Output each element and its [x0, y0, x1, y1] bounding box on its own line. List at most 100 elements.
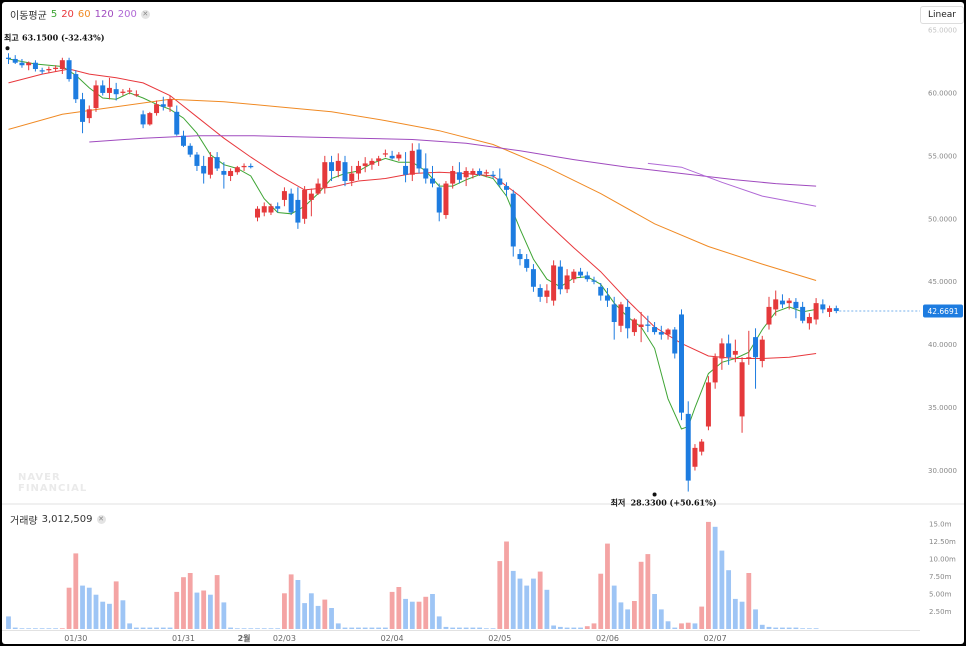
candle-body [93, 85, 99, 109]
candle-body [100, 85, 106, 93]
candle [133, 90, 139, 97]
volume-bar [389, 591, 395, 629]
candle-body [308, 193, 314, 200]
candle [362, 157, 368, 173]
volume-bar [665, 621, 671, 629]
volume-bar [133, 627, 139, 629]
candle-body [268, 206, 274, 213]
volume-bar [113, 581, 119, 629]
volume-bar [598, 573, 604, 629]
candle [463, 167, 469, 187]
volume-bar [261, 628, 267, 629]
candle [201, 155, 207, 184]
candle-body [436, 187, 442, 213]
volume-bar [773, 627, 779, 629]
candle [517, 249, 523, 266]
candle-body [443, 183, 449, 216]
volume-bar [584, 626, 590, 629]
volume-bar [275, 628, 281, 629]
x-tick-label: 02/04 [381, 634, 404, 643]
ma-200-label[interactable]: 200 [117, 9, 137, 20]
candle-body [19, 62, 25, 66]
candle [692, 444, 698, 471]
candle [382, 149, 388, 158]
volume-bar [443, 626, 449, 629]
candle [228, 168, 234, 182]
high-marker [5, 46, 10, 51]
candle-body [766, 306, 772, 325]
volume-bar [295, 580, 301, 629]
candle [120, 89, 126, 96]
candle [106, 77, 112, 100]
candle [456, 162, 462, 184]
candle [207, 152, 213, 179]
volume-bar [544, 589, 550, 629]
candle-body [160, 104, 166, 107]
volume-bar [430, 594, 435, 629]
candle-body [813, 303, 819, 320]
x-tick-label: 02/06 [596, 634, 619, 643]
candle-body [302, 189, 308, 219]
candle-body [685, 413, 691, 481]
volume-bar [685, 622, 691, 629]
candle [80, 92, 86, 134]
ma-5-label[interactable]: 5 [50, 9, 58, 20]
candle [342, 155, 348, 187]
volume-bar [194, 592, 200, 629]
candle [591, 276, 597, 285]
ma-60-line [8, 98, 817, 281]
candle [638, 311, 644, 343]
candle-body [564, 275, 570, 290]
volume-bar [557, 626, 563, 629]
high-value: 63.1500 (-32.43%) [22, 32, 105, 42]
volume-bar [692, 623, 698, 629]
close-icon[interactable]: ✕ [96, 515, 106, 524]
candle-body [665, 329, 671, 335]
volume-value: 3,012,509 [41, 514, 93, 525]
candle-body [329, 162, 335, 171]
volume-bar [234, 628, 240, 629]
volume-bar [147, 627, 153, 629]
candle-body [59, 60, 65, 70]
candle [66, 57, 72, 82]
y-tick-label: 50.0000 [928, 215, 957, 223]
candle-body [382, 153, 388, 155]
volume-bar [86, 587, 92, 629]
volume-tick-label: 15.0m [929, 521, 952, 529]
candle [436, 183, 442, 222]
volume-bar [39, 628, 45, 629]
y-tick-label-clipped: 65.0000 [928, 27, 957, 35]
ma-20-label[interactable]: 20 [61, 9, 74, 20]
volume-bar [450, 627, 456, 629]
ma-60-label[interactable]: 60 [77, 9, 91, 20]
candle-body [483, 172, 489, 174]
volume-bar [477, 627, 482, 629]
volume-bar [409, 601, 415, 629]
close-icon[interactable]: ✕ [140, 10, 150, 19]
ma-20-line [8, 68, 817, 359]
candle [827, 305, 833, 317]
candle-body [281, 191, 287, 200]
low-value: 28.3300 (+50.61%) [631, 498, 717, 508]
candle-body [187, 145, 193, 155]
candle [396, 152, 402, 161]
volume-bar [416, 601, 422, 629]
candle [376, 155, 382, 166]
candle-body [32, 62, 38, 70]
candle [537, 284, 543, 302]
scale-toggle-button[interactable]: Linear [920, 6, 964, 24]
candle-body [631, 319, 637, 333]
candle [652, 322, 658, 335]
candle [679, 309, 684, 421]
volume-bar [470, 627, 476, 629]
candle [12, 55, 18, 64]
volume-bar [46, 628, 52, 629]
candle [241, 163, 247, 171]
ma-120-label[interactable]: 120 [94, 9, 114, 20]
volume-bars [6, 521, 819, 629]
candle-body [557, 266, 563, 290]
candle [571, 269, 577, 283]
candle [705, 376, 711, 431]
candle-body [510, 193, 516, 247]
